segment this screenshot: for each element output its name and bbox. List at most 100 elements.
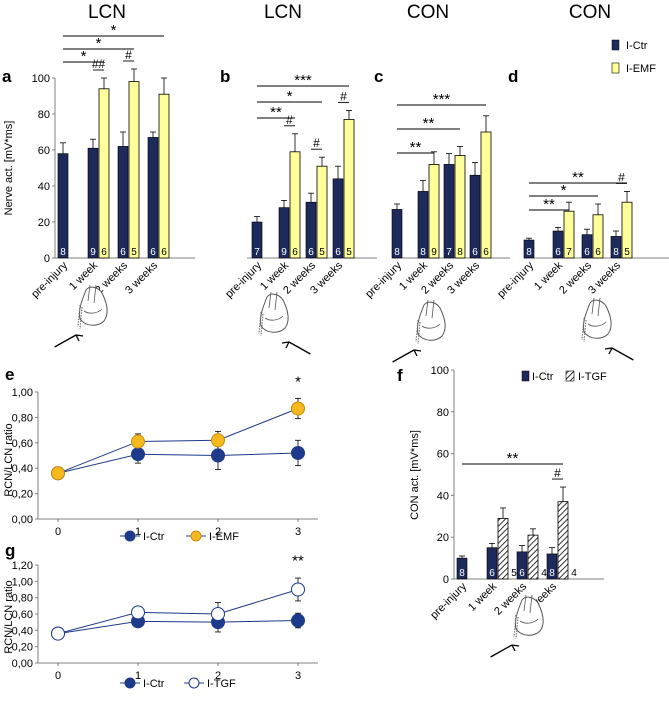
y-tick-label: 0,80 [12,412,33,424]
bar-I-Ctr [443,164,455,259]
y-axis-label: Nerve act. [mV*ms] [3,121,15,216]
arrow-icon [288,341,311,355]
point-I-EMF [211,433,225,448]
n-label: 6 [292,247,298,258]
legend-marker-2 [190,530,202,542]
organ-detail [264,291,284,321]
organ-detail [83,284,103,314]
bar-I-TGF [527,534,539,580]
significance-label: *** [294,72,312,89]
point-I-Ctr [211,448,225,463]
hash-label: # [125,48,132,62]
n-label: 4 [541,568,547,579]
hash-label: # [286,113,293,127]
y-tick-label: 1,00 [12,387,33,399]
arrow-icon [611,347,634,361]
bar-I-EMF [98,88,110,259]
n-label: 6 [489,568,495,579]
legend-label: I-EMF [209,531,239,543]
x-category-label: pre-injury [428,580,469,621]
organ-diagram-icon [258,291,311,355]
significance-label: * [111,22,117,39]
point-I-EMF [51,466,65,481]
y-tick-label: 60 [38,145,50,157]
y-axis-label: CON act. [mV*ms] [409,430,421,520]
legend-marker-2 [188,677,200,689]
x-tick-label: 3 [295,526,301,538]
n-label: 5 [624,247,630,258]
point-I-EMF [131,434,145,449]
n-label: 6 [335,247,341,258]
legend-swatch-tgf [565,370,575,382]
y-tick-label: 0,40 [12,625,33,637]
x-category-label: 3 weeks [586,259,623,296]
n-label: 8 [613,247,619,258]
significance-label: * [561,182,567,199]
nerve-strand [258,311,264,337]
legend-swatch-ctr [611,39,620,51]
n-label: 7 [254,247,260,258]
point-I-TGF [291,582,305,597]
significance-label: ** [507,450,519,467]
x-category-label: pre-injury [495,259,536,300]
panel-letter: e [5,365,14,384]
n-label: 8 [60,247,66,258]
series-line-I-Ctr [57,452,299,474]
arrow-icon [54,334,77,348]
arrow-icon [392,349,415,363]
y-tick-label: 0 [44,253,50,265]
point-I-TGF [211,607,225,621]
nerve-strand [415,319,421,345]
n-label: 5 [319,247,325,258]
bar-I-TGF [497,517,509,580]
x-tick-label: 2 [215,670,221,682]
n-label: 4 [571,568,577,579]
bar-I-EMF [128,81,140,259]
organ-outline [417,301,446,341]
significance-label: ** [292,553,304,570]
significance-label: ** [543,196,555,213]
significance-label: ** [572,169,584,186]
y-tick-label: 40 [437,490,449,502]
legend-label: I-Ctr [532,371,554,383]
hash-label: ## [92,57,106,71]
bar-I-Ctr [57,153,69,259]
panel-e: e 0,00 0,20 0,40 0,60 0,80 1,00 RCN/LCN ratio 0 1… [3,365,318,543]
significance-label: ** [270,104,282,121]
nerve-strand [513,614,519,640]
legend-label: I-Ctr [626,40,648,52]
x-tick-label: 0 [55,670,61,682]
x-tick-label: 1 [135,670,141,682]
n-label: 5 [511,568,517,579]
panel-letter: c [374,67,383,86]
y-tick-label: 0,00 [12,514,33,526]
bar-I-EMF [316,165,328,259]
arrow-head-icon [413,349,422,357]
panel-title: CON [569,2,611,23]
y-tick-label: 0,60 [12,609,33,621]
y-tick-label: 20 [437,532,449,544]
n-label: 6 [120,247,126,258]
organ-diagram-icon [581,297,634,361]
x-tick-label: 1 [135,526,141,538]
n-label: 8 [549,568,555,579]
n-label: 6 [595,247,601,258]
n-label: 9 [90,247,96,258]
series-line-I-EMF [57,408,299,474]
panel-letter: b [220,67,230,86]
y-tick-label: 100 [431,365,449,377]
y-tick-label: 0,40 [12,463,33,475]
n-label: 6 [150,247,156,258]
x-category-label: 3 weeks [123,259,160,296]
x-tick-label: 2 [215,526,221,538]
x-category-label: pre-injury [223,259,264,300]
hash-label: # [340,89,347,103]
y-tick-label: 80 [38,109,50,121]
n-label: 7 [446,247,452,258]
n-label: 6 [584,247,590,258]
panel-letter: f [397,366,403,385]
bar-I-Ctr [147,137,159,259]
